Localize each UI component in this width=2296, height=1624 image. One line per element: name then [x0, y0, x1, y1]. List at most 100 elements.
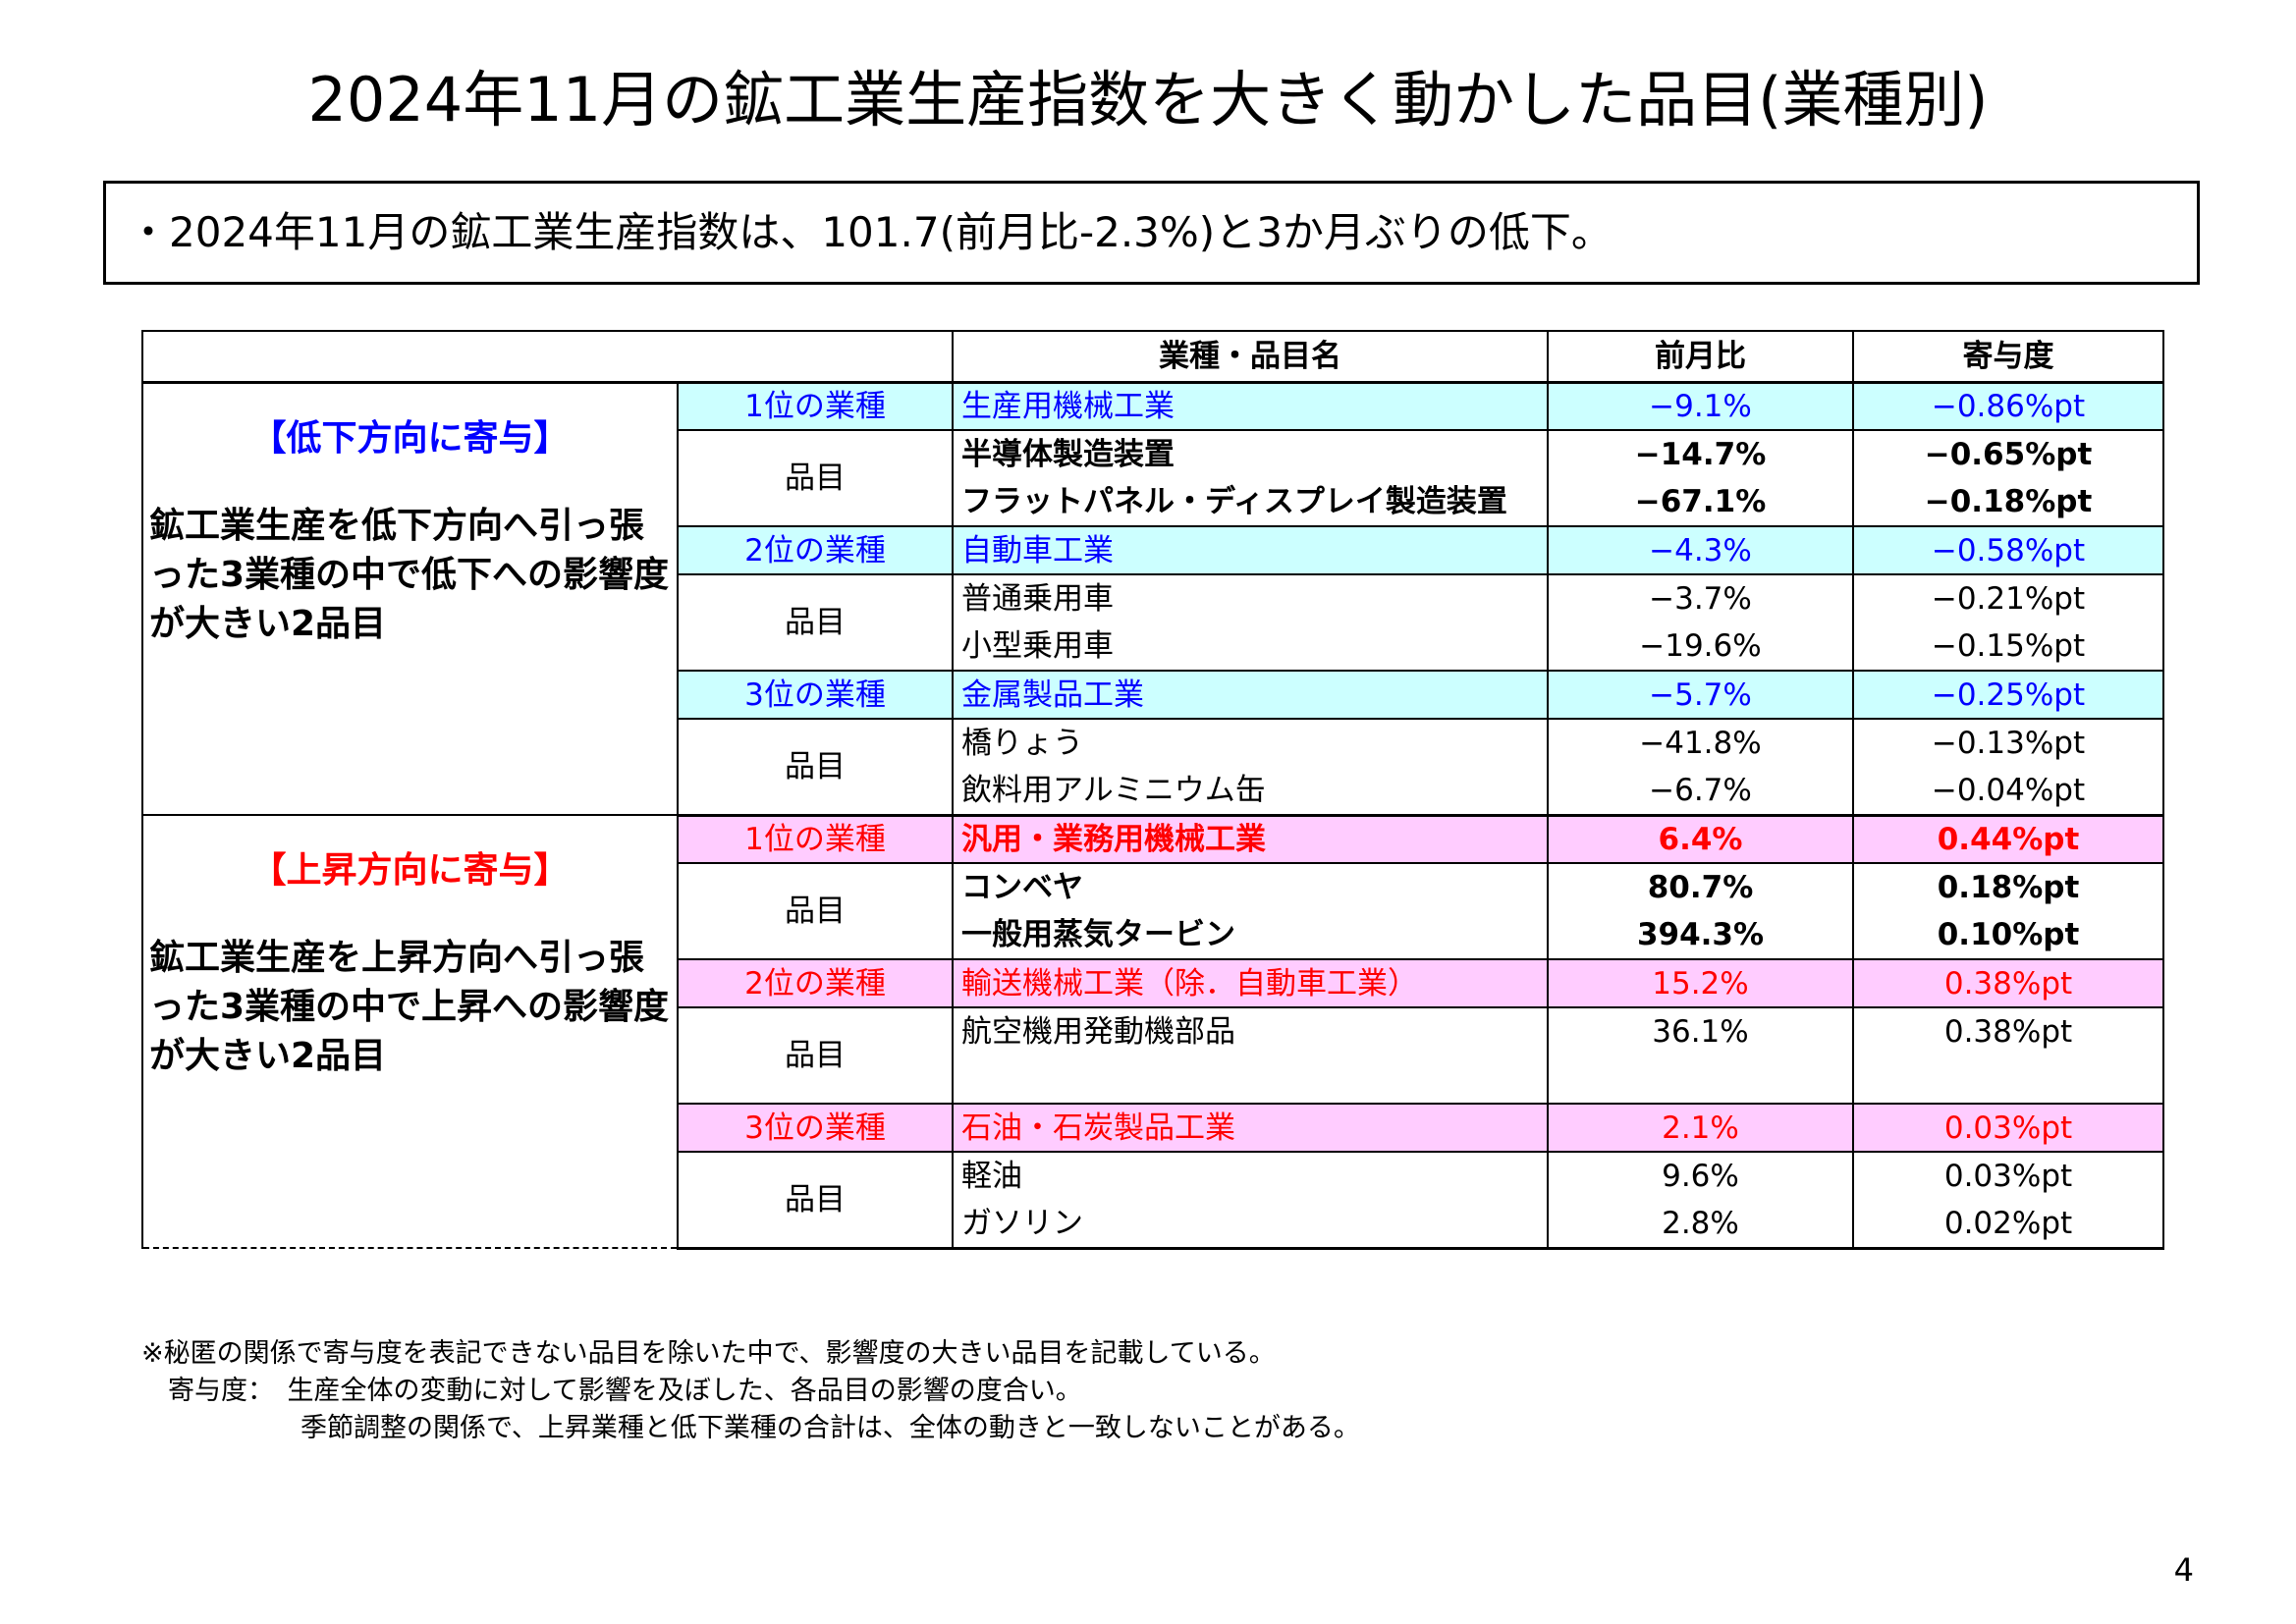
item-mom: −19.6%	[1547, 623, 1854, 672]
item-name: 小型乗用車	[952, 623, 1549, 672]
item-name: 航空機用発動機部品	[952, 1006, 1549, 1056]
item-row: 品目 普通乗用車 −3.7% −0.21%pt	[142, 573, 2164, 671]
summary-box: ・2024年11月の鉱工業生産指数は、101.7(前月比-2.3%)と3か月ぶり…	[103, 181, 2200, 285]
industry-row: 3位の業種 金属製品工業 −5.7% −0.25%pt	[142, 670, 2164, 720]
item-mom: −41.8%	[1547, 718, 1854, 767]
header-mom: 前月比	[1547, 330, 1854, 384]
footnote: ※秘匿の関係で寄与度を表記できない品目を除いた中で、影響度の大きい品目を記載して…	[141, 1338, 1276, 1369]
item-mom: −3.7%	[1547, 573, 1854, 623]
increase-description: 鉱工業生産を上昇方向へ引っ張った3業種の中で上昇への影響度が大きい2品目	[149, 938, 670, 1076]
industry-mom: 2.1%	[1547, 1103, 1854, 1153]
item-name: 一般用蒸気タービン	[952, 911, 1549, 960]
industry-rank: 2位の業種	[677, 958, 954, 1008]
header-item-name: 業種・品目名	[952, 330, 1549, 384]
item-mom: −6.7%	[1547, 767, 1854, 817]
item-contribution: 0.38%pt	[1852, 1006, 2164, 1056]
industry-mom: 6.4%	[1547, 814, 1854, 864]
industry-rank: 3位の業種	[677, 670, 954, 720]
item-mom: −14.7%	[1547, 429, 1854, 478]
item-mom: 36.1%	[1547, 1006, 1854, 1056]
item-name: 半導体製造装置	[952, 429, 1549, 478]
footnote: 季節調整の関係で、上昇業種と低下業種の合計は、全体の動きと一致しないことがある。	[141, 1413, 1360, 1443]
item-label: 品目	[677, 1151, 954, 1250]
item-row-empty	[142, 1056, 2164, 1105]
footnote: 寄与度： 生産全体の変動に対して影響を及ぼした、各品目の影響の度合い。	[141, 1376, 1082, 1406]
industry-rank: 1位の業種	[677, 381, 954, 431]
industry-contribution: 0.38%pt	[1852, 958, 2164, 1008]
industry-name: 石油・石炭製品工業	[952, 1103, 1549, 1153]
industry-rank: 3位の業種	[677, 1103, 954, 1153]
increase-heading: 【上昇方向に寄与】	[250, 850, 570, 891]
item-label: 品目	[677, 718, 954, 817]
contribution-table: 業種・品目名 前月比 寄与度 【低下方向に寄与】 鉱工業生産を低下方向へ引っ張っ…	[141, 330, 2164, 1250]
item-contribution: 0.02%pt	[1852, 1200, 2164, 1250]
item-mom: 9.6%	[1547, 1151, 1854, 1200]
item-contribution: 0.10%pt	[1852, 911, 2164, 960]
item-row: 品目 半導体製造装置 −14.7% −0.65%pt	[142, 429, 2164, 526]
item-mom: 80.7%	[1547, 862, 1854, 911]
industry-mom: 15.2%	[1547, 958, 1854, 1008]
industry-contribution: −0.58%pt	[1852, 525, 2164, 575]
industry-row: 【上昇方向に寄与】 鉱工業生産を上昇方向へ引っ張った3業種の中で上昇への影響度が…	[141, 814, 2164, 1249]
item-row: フラットパネル・ディスプレイ製造装置 −67.1% −0.18%pt	[142, 478, 2164, 527]
industry-row: 【低下方向に寄与】 鉱工業生産を低下方向へ引っ張った3業種の中で低下への影響度が…	[141, 381, 2164, 816]
item-mom: −67.1%	[1547, 478, 1854, 527]
summary-text: ・2024年11月の鉱工業生産指数は、101.7(前月比-2.3%)と3か月ぶり…	[128, 208, 1613, 256]
page-number: 4	[2173, 1551, 2194, 1589]
industry-name: 汎用・業務用機械工業	[952, 814, 1549, 864]
item-name: フラットパネル・ディスプレイ製造装置	[952, 478, 1549, 527]
industry-row: 3位の業種 石油・石炭製品工業 2.1% 0.03%pt	[142, 1103, 2164, 1153]
item-contribution: 0.18%pt	[1852, 862, 2164, 911]
item-name: 普通乗用車	[952, 573, 1549, 623]
decrease-description: 鉱工業生産を低下方向へ引っ張った3業種の中で低下への影響度が大きい2品目	[149, 505, 670, 644]
item-name: ガソリン	[952, 1200, 1549, 1250]
item-label: 品目	[677, 573, 954, 671]
industry-rank: 2位の業種	[677, 525, 954, 575]
item-name: 橋りょう	[952, 718, 1549, 767]
item-label: 品目	[677, 862, 954, 959]
item-row: 品目 航空機用発動機部品 36.1% 0.38%pt	[142, 1006, 2164, 1104]
item-row: 飲料用アルミニウム缶 −6.7% −0.04%pt	[142, 767, 2164, 817]
header-empty-cell	[141, 330, 954, 384]
industry-name: 輸送機械工業（除．自動車工業）	[952, 958, 1549, 1008]
item-contribution: −0.15%pt	[1852, 623, 2164, 672]
item-name: コンベヤ	[952, 862, 1549, 911]
decrease-heading: 【低下方向に寄与】	[250, 417, 570, 459]
industry-contribution: 0.44%pt	[1852, 814, 2164, 864]
item-row: 小型乗用車 −19.6% −0.15%pt	[142, 623, 2164, 672]
item-label: 品目	[677, 1006, 954, 1104]
industry-mom: −9.1%	[1547, 381, 1854, 431]
increase-section-label: 【上昇方向に寄与】 鉱工業生産を上昇方向へ引っ張った3業種の中で上昇への影響度が…	[141, 814, 679, 1249]
industry-row: 2位の業種 輸送機械工業（除．自動車工業） 15.2% 0.38%pt	[142, 958, 2164, 1008]
item-mom: 394.3%	[1547, 911, 1854, 960]
item-contribution: 0.03%pt	[1852, 1151, 2164, 1200]
industry-contribution: −0.86%pt	[1852, 381, 2164, 431]
industry-rank: 1位の業種	[677, 814, 954, 864]
item-name: 飲料用アルミニウム缶	[952, 767, 1549, 817]
industry-contribution: 0.03%pt	[1852, 1103, 2164, 1153]
industry-row: 2位の業種 自動車工業 −4.3% −0.58%pt	[142, 525, 2164, 575]
item-contribution: −0.13%pt	[1852, 718, 2164, 767]
item-mom-empty	[1547, 1056, 1854, 1105]
item-mom: 2.8%	[1547, 1200, 1854, 1250]
item-contribution: −0.21%pt	[1852, 573, 2164, 623]
footnotes: ※秘匿の関係で寄与度を表記できない品目を除いた中で、影響度の大きい品目を記載して…	[141, 1335, 1360, 1447]
item-row: 品目 橋りょう −41.8% −0.13%pt	[142, 718, 2164, 817]
industry-name: 生産用機械工業	[952, 381, 1549, 431]
item-row: 品目 コンベヤ 80.7% 0.18%pt	[142, 862, 2164, 959]
item-row: ガソリン 2.8% 0.02%pt	[142, 1200, 2164, 1250]
item-label: 品目	[677, 429, 954, 526]
industry-name: 金属製品工業	[952, 670, 1549, 720]
table-header-row: 業種・品目名 前月比 寄与度	[141, 330, 2164, 384]
industry-name: 自動車工業	[952, 525, 1549, 575]
item-row: 品目 軽油 9.6% 0.03%pt	[142, 1151, 2164, 1250]
page-title: 2024年11月の鉱工業生産指数を大きく動かした品目(業種別)	[307, 64, 1989, 135]
item-row: 一般用蒸気タービン 394.3% 0.10%pt	[142, 911, 2164, 960]
item-contribution: −0.04%pt	[1852, 767, 2164, 817]
item-contribution-empty	[1852, 1056, 2164, 1105]
header-contribution: 寄与度	[1852, 330, 2164, 384]
item-name-empty	[952, 1056, 1549, 1105]
item-contribution: −0.65%pt	[1852, 429, 2164, 478]
industry-contribution: −0.25%pt	[1852, 670, 2164, 720]
decrease-section-label: 【低下方向に寄与】 鉱工業生産を低下方向へ引っ張った3業種の中で低下への影響度が…	[141, 381, 679, 816]
